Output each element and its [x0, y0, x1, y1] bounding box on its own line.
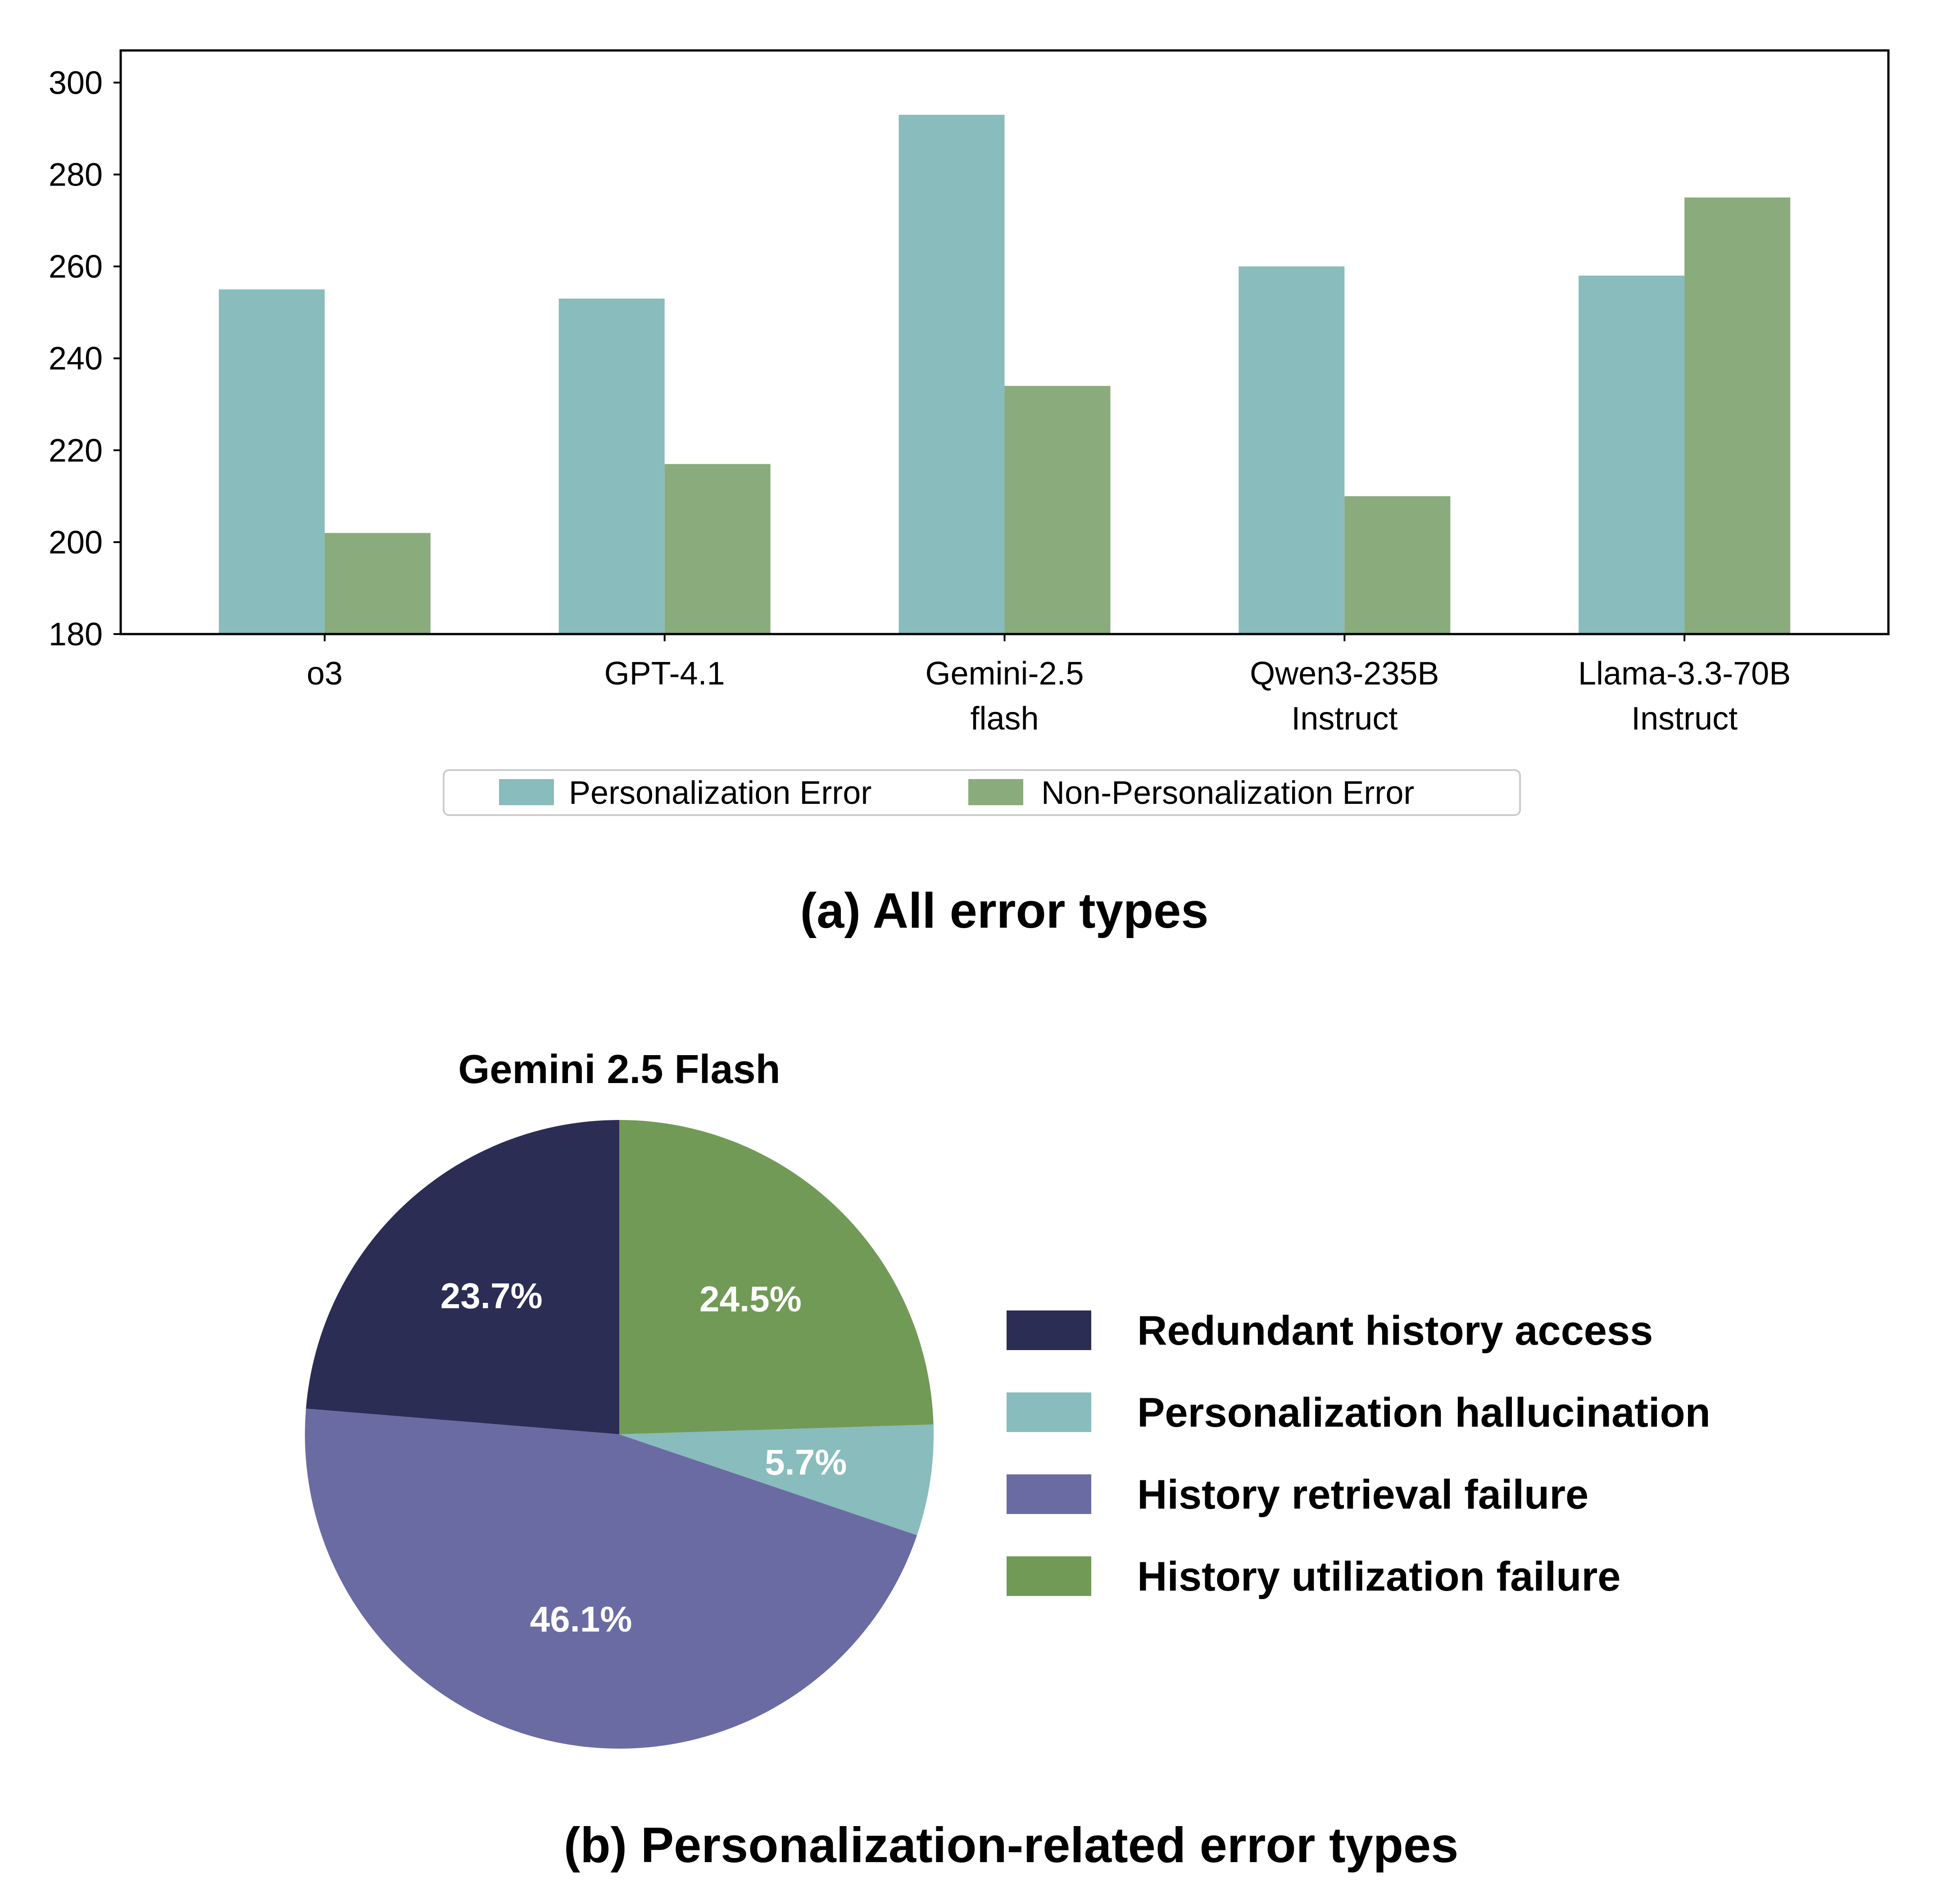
y-tick-label-300: 300 [49, 65, 103, 101]
bar-personalization-error-gpt-4-1 [558, 299, 665, 634]
pie-slice-history-utilization-failure [619, 1120, 934, 1434]
pie-legend-label-history-utilization-failure: History utilization failure [1137, 1554, 1620, 1600]
pie-legend-swatch-personalization-hallucination [1007, 1392, 1091, 1432]
bar-personalization-error-o3 [218, 289, 325, 634]
pie-slices [305, 1120, 934, 1749]
pie-chart: Gemini 2.5 Flash 23.7% 46.1% 5.7% 24.5% Red… [305, 1047, 1711, 1873]
pie-labels: 23.7% 46.1% 5.7% 24.5% [440, 1276, 847, 1639]
pie-legend-label-personalization-hallucination: Personalization hallucination [1137, 1390, 1711, 1436]
pie-title: Gemini 2.5 Flash [458, 1047, 780, 1092]
y-tick-label-260: 260 [49, 249, 103, 285]
x-axis: o3 GPT-4.1 Gemini-2.5 flash Qwen3-235B Instru… [307, 634, 1791, 737]
pie-legend-swatch-history-utilization-failure [1007, 1556, 1091, 1596]
bar-personalization-error-llama-3-3-70b-instruct [1579, 276, 1685, 634]
pie-label-personalization-hallucination: 5.7% [765, 1442, 847, 1482]
x-tick-label-qwen3-235b-instruct: Qwen3-235B Instruct [1250, 656, 1439, 737]
pie-legend: Redundant history access Personalization … [1007, 1308, 1711, 1600]
legend-swatch-personalization [499, 779, 554, 805]
y-tick-label-240: 240 [49, 341, 103, 377]
legend-label-non-personalization: Non-Personalization Error [1041, 775, 1414, 811]
y-tick-label-200: 200 [49, 525, 103, 561]
bar-non-personalization-error-o3 [324, 533, 431, 634]
bar-personalization-error-qwen3-235b-instruct [1239, 266, 1345, 634]
pie-legend-swatch-redundant-history-access [1007, 1310, 1091, 1350]
pie-label-history-retrieval-failure: 46.1% [530, 1599, 632, 1639]
pie-legend-label-redundant-history-access: Redundant history access [1137, 1308, 1653, 1354]
bar-legend: Personalization Error Non-Personalizatio… [443, 769, 1521, 816]
pie-slice-redundant-history-access [306, 1120, 619, 1434]
x-tick-label-gemini-2-5-flash: Gemini-2.5 flash [925, 656, 1084, 737]
pie-legend-label-history-retrieval-failure: History retrieval failure [1137, 1472, 1588, 1518]
pie-legend-swatch-history-retrieval-failure [1007, 1474, 1091, 1514]
caption-b: (b) Personalization-related error types [564, 1818, 1459, 1873]
x-tick-label-gpt-4-1: GPT-4.1 [604, 656, 725, 692]
y-tick-label-280: 280 [49, 157, 103, 193]
y-tick-label-220: 220 [49, 433, 103, 469]
y-axis: 180 200 220 240 260 280 300 [49, 65, 121, 653]
bar-chart: 180 200 220 240 260 280 300 o3 GPT-4.1 Gemini-2.… [49, 49, 1890, 938]
y-tick-label-180: 180 [49, 617, 103, 653]
pie-slice-personalization-hallucination [619, 1424, 934, 1536]
bar-non-personalization-error-qwen3-235b-instruct [1344, 496, 1451, 634]
pie-label-history-utilization-failure: 24.5% [699, 1279, 802, 1319]
bar-non-personalization-error-gpt-4-1 [664, 464, 771, 634]
caption-a: (a) All error types [800, 883, 1209, 938]
x-tick-label-llama-3-3-70b-instruct: Llama-3.3-70B Instruct [1578, 656, 1791, 737]
pie-label-redundant-history-access: 23.7% [440, 1276, 543, 1316]
bar-personalization-error-gemini-2-5-flash [898, 114, 1005, 635]
bar-non-personalization-error-llama-3-3-70b-instruct [1684, 197, 1791, 635]
x-tick-label-o3: o3 [307, 656, 343, 692]
pie-slice-history-retrieval-failure [305, 1409, 917, 1749]
legend-swatch-non-personalization [968, 779, 1023, 805]
legend-label-personalization: Personalization Error [569, 775, 871, 811]
bar-marks [218, 114, 1791, 635]
bar-non-personalization-error-gemini-2-5-flash [1004, 385, 1111, 634]
